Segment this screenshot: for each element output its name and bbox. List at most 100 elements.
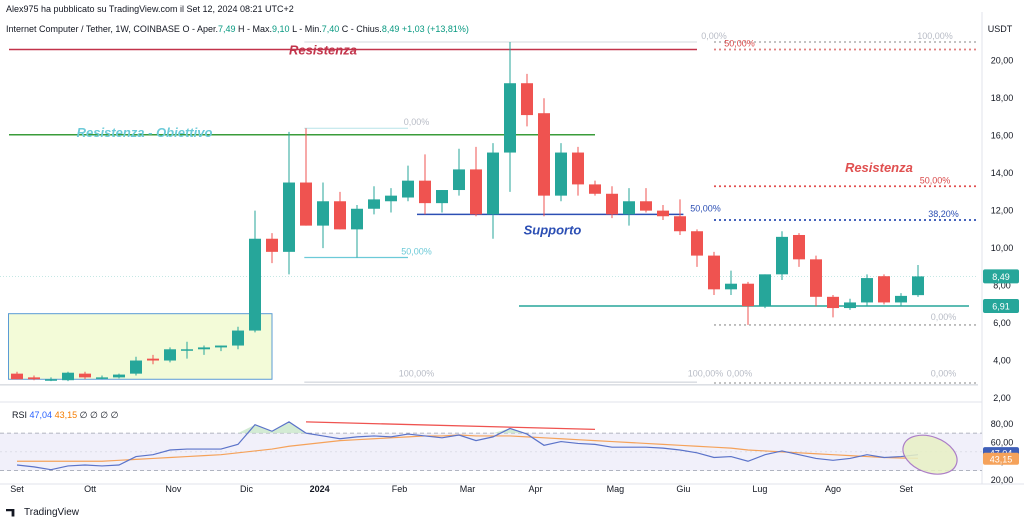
fib-label-2: 100,00%	[917, 31, 953, 41]
candle-body-31	[538, 113, 550, 196]
candle-body-6	[113, 374, 125, 378]
candle-body-0	[11, 373, 23, 380]
time-tick-2: Nov	[165, 484, 182, 494]
rsi-tag-bg-1	[983, 452, 1019, 465]
candle-body-5	[96, 377, 108, 379]
candle-body-17	[300, 182, 312, 226]
time-tick-8: Mag	[607, 484, 625, 494]
fib-label-6: 38,20%	[928, 209, 959, 219]
candle-body-9	[164, 349, 176, 361]
price-tick-6: 14,00	[991, 168, 1014, 178]
candle-body-36	[623, 201, 635, 215]
fib-label-9: 100,00%	[399, 368, 435, 378]
ohlc-header: Internet Computer / Tether, 1W, COINBASE…	[6, 24, 469, 34]
time-tick-7: Apr	[528, 484, 542, 494]
close-value: 8,49	[381, 24, 400, 34]
line-label-0: Resistenza	[289, 42, 357, 57]
candle-body-8	[147, 358, 159, 361]
rsi-line	[16, 421, 919, 471]
candle-body-23	[402, 180, 414, 198]
rsi-header[interactable]: RSI 47,04 43,15 ∅ ∅ ∅ ∅	[12, 410, 119, 421]
rsi-overbought-fill	[17, 421, 918, 434]
rsi-tick-0: 80,00	[991, 419, 1014, 429]
candle-body-18	[317, 201, 329, 226]
candle-body-43	[742, 283, 754, 307]
price-axis[interactable]: USDT 2,00 4,00 6,00 8,00 10,00 12,00 14,00 16,00…	[983, 24, 1019, 403]
fib-label-13: Resistenza	[845, 160, 913, 175]
rsi-settings-icons[interactable]: ∅ ∅ ∅ ∅	[79, 410, 119, 420]
candle-body-13	[232, 330, 244, 346]
time-axis[interactable]: Set Ott Nov Dic 2024 Feb Mar Apr Mag Giu Lug Ago Set	[10, 484, 913, 494]
open-label: O - Aper.	[182, 24, 218, 34]
price-tag-0: 8,49	[992, 272, 1010, 282]
fib-label-3: 0,00%	[404, 117, 430, 127]
candle-body-39	[674, 216, 686, 232]
line-label-2: Supporto	[524, 222, 582, 237]
candle-body-51	[878, 276, 890, 303]
fib-label-11: 0,00%	[727, 368, 753, 378]
fib-label-12: 0,00%	[931, 368, 957, 378]
price-tick-1: 4,00	[993, 356, 1011, 366]
rsi-ma-value: 43,15	[54, 410, 78, 420]
candle-body-27	[470, 169, 482, 215]
price-tick-7: 16,00	[991, 131, 1014, 141]
fib-label-0: 0,00%	[701, 31, 727, 41]
trend-lines	[0, 41, 978, 386]
candle-body-2	[45, 379, 57, 381]
price-tick-0: 2,00	[993, 393, 1011, 403]
price-tag-bg-0	[983, 269, 1019, 284]
time-tick-4: 2024	[310, 484, 330, 494]
rsi-label: RSI	[12, 410, 28, 420]
change-value: +1,03 (+13,81%)	[401, 24, 469, 34]
price-tag-1: 6,91	[992, 302, 1010, 312]
candles	[11, 42, 924, 382]
price-tick-9: 20,00	[991, 56, 1014, 66]
candle-body-42	[725, 283, 737, 290]
low-value: 7,40	[321, 24, 340, 34]
candle-body-19	[334, 201, 346, 230]
candle-body-12	[215, 345, 227, 348]
low-label: L - Min.	[292, 24, 322, 34]
candle-body-41	[708, 255, 720, 290]
high-label: H - Max.	[238, 24, 273, 34]
candle-body-44	[759, 274, 771, 307]
candle-body-52	[895, 295, 907, 303]
candle-body-48	[827, 296, 839, 309]
time-tick-5: Feb	[392, 484, 408, 494]
candle-body-4	[79, 373, 91, 378]
candle-body-30	[521, 83, 533, 116]
candle-body-33	[572, 152, 584, 185]
candle-body-1	[28, 377, 40, 380]
time-tick-0: Set	[10, 484, 24, 494]
candle-body-46	[793, 234, 805, 260]
price-tag-bg-1	[983, 299, 1019, 314]
high-value: 9,10	[272, 24, 290, 34]
close-label: C - Chius.	[341, 24, 382, 34]
candle-body-15	[266, 238, 278, 252]
time-tick-10: Lug	[752, 484, 767, 494]
candle-body-20	[351, 208, 363, 230]
candle-body-7	[130, 360, 142, 374]
candle-body-34	[589, 184, 601, 194]
rsi-highlight-ellipse	[902, 434, 958, 475]
candle-body-25	[436, 190, 448, 204]
rsi-value: 47,04	[29, 410, 53, 420]
rsi-tick-3: 20,00	[991, 475, 1014, 485]
symbol-title[interactable]: Internet Computer / Tether, 1W, COINBASE	[6, 24, 180, 34]
candle-body-47	[810, 259, 822, 297]
price-tick-8: 18,00	[991, 93, 1014, 103]
rsi-divergence-line	[305, 421, 596, 431]
fib-label-7: 50,00%	[401, 246, 432, 256]
price-tick-2: 6,00	[993, 318, 1011, 328]
price-tick-4: 10,00	[991, 243, 1014, 253]
fib-label-4: 50,00%	[920, 175, 951, 185]
time-tick-11: Ago	[825, 484, 841, 494]
fib-label-10: 100,00%	[688, 368, 724, 378]
candle-body-24	[419, 180, 431, 204]
candle-body-3	[62, 372, 74, 381]
price-tick-3: 8,00	[993, 281, 1011, 291]
tradingview-logo-icon	[6, 508, 15, 517]
candle-body-10	[181, 349, 193, 351]
